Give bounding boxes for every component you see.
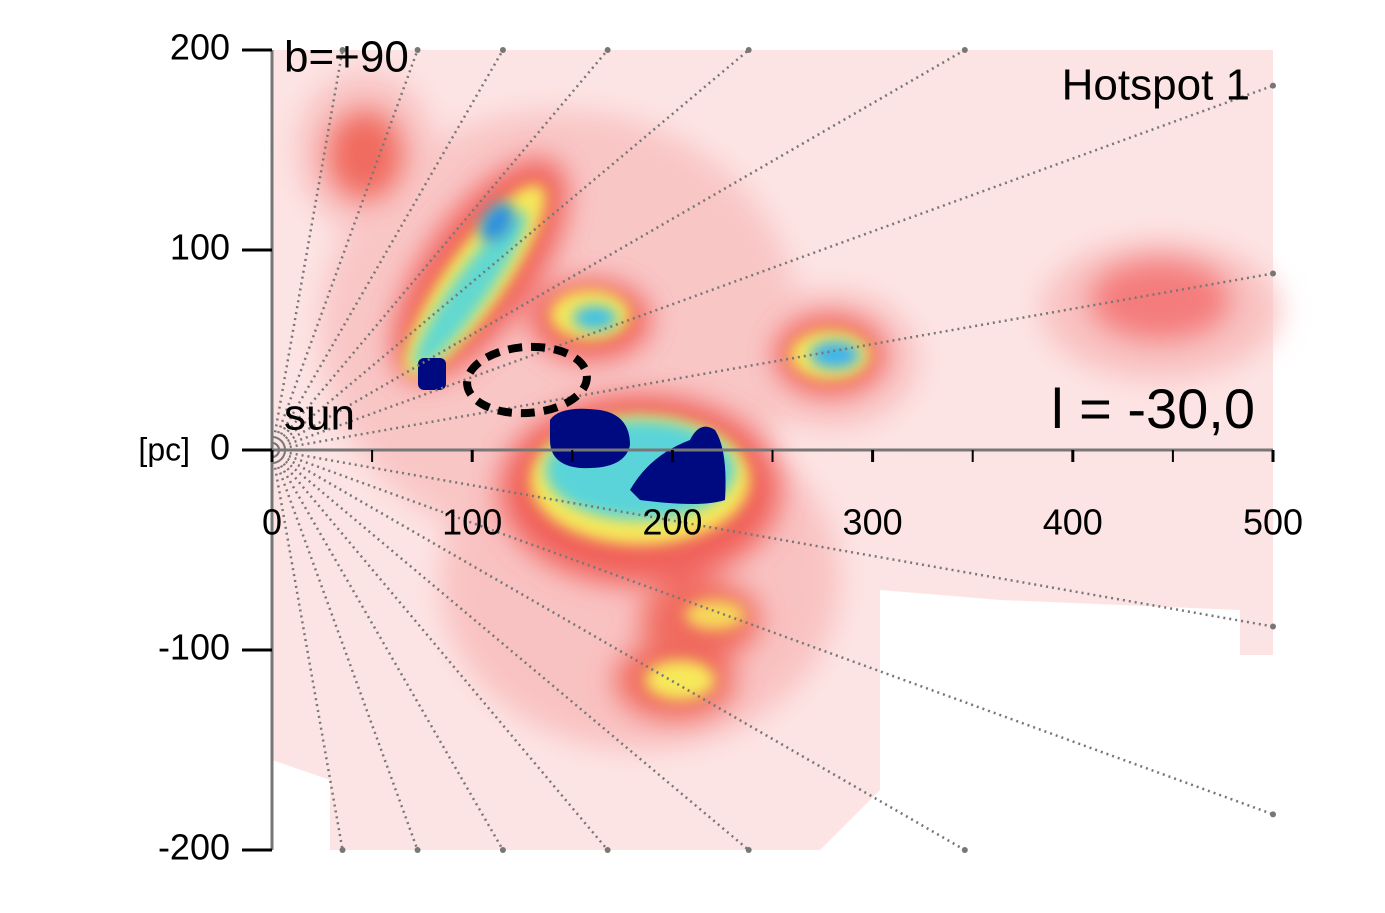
sightline-end: [499, 847, 506, 853]
sightline: [270, 49, 344, 451]
heat-blue: [418, 202, 726, 504]
sightline: [271, 448, 1274, 628]
sightline-end: [499, 47, 506, 53]
sightline: [271, 48, 966, 452]
sightline-end: [1270, 623, 1276, 630]
x-tick-label: 500: [1243, 502, 1303, 543]
sightline-end: [339, 847, 346, 853]
x-tick-label: 400: [1043, 502, 1103, 543]
sightline: [271, 448, 966, 852]
sightline-end: [1270, 82, 1276, 89]
sightline: [270, 449, 344, 851]
sightline-end: [339, 47, 346, 53]
sightline-end: [961, 47, 968, 53]
y-tick-label: 0: [210, 427, 230, 468]
sightline-end: [745, 847, 752, 853]
y-tick-label: 200: [170, 27, 230, 68]
y-axis-label: [pc]: [138, 431, 190, 467]
x-tick-label: 300: [843, 502, 903, 543]
sightline-end: [604, 47, 611, 53]
y-tick-label: -200: [158, 827, 230, 868]
annotation: sun: [284, 391, 355, 440]
sightline-end: [604, 847, 611, 853]
x-tick-label: 200: [642, 502, 702, 543]
x-tick-label: 100: [442, 502, 502, 543]
sightline: [270, 449, 505, 851]
annotation: l = -30,0: [1051, 377, 1255, 440]
sightline-end: [745, 47, 752, 53]
annotation: b=+90: [284, 33, 409, 82]
sightline-end: [1270, 811, 1276, 818]
sightline-end: [414, 847, 421, 853]
hotspot-outline: [463, 342, 591, 418]
axes: 0 100 200 300 400 500 -200 -100 0 100 200: [158, 27, 1303, 868]
sightline: [270, 49, 419, 451]
heatmap: [272, 50, 1280, 850]
chart-title: Hotspot 1: [1062, 61, 1250, 110]
sightline: [271, 49, 750, 451]
sightline-end: [414, 47, 421, 53]
x-tick-label: 0: [262, 502, 282, 543]
sightline: [271, 449, 750, 851]
sightline-end: [1270, 270, 1276, 277]
sightline-end: [961, 847, 968, 853]
sightlines: [270, 47, 1276, 853]
y-tick-label: 100: [170, 227, 230, 268]
sightline: [271, 272, 1274, 452]
sightline: [270, 49, 505, 451]
y-tick-label: -100: [158, 627, 230, 668]
sightline: [270, 449, 419, 851]
